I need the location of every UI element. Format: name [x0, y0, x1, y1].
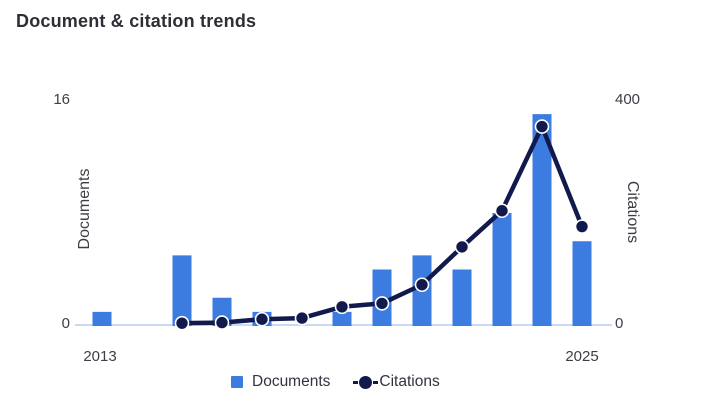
chart-title: Document & citation trends — [16, 11, 257, 31]
left-axis-max-tick: 16 — [53, 91, 70, 108]
right-axis-max-tick: 400 — [615, 91, 641, 108]
documents-bar-2013[interactable] — [92, 311, 112, 326]
documents-bar-2023[interactable] — [492, 213, 512, 326]
documents-bar-2024[interactable] — [532, 114, 552, 326]
legend-item-documents[interactable]: Documents — [231, 373, 330, 391]
citations-point-2015[interactable] — [174, 315, 190, 331]
citations-point-2024[interactable] — [534, 119, 550, 134]
documents-bar-2025[interactable] — [572, 241, 592, 326]
citations-point-2018[interactable] — [294, 310, 310, 326]
citations-point-2021[interactable] — [414, 277, 430, 293]
legend-citations-label: Citations — [379, 373, 440, 390]
right-axis-min-tick: 0 — [615, 315, 624, 332]
left-axis-min-tick: 0 — [61, 315, 70, 332]
citations-point-2016[interactable] — [214, 315, 230, 330]
x-axis-label-first: 2013 — [83, 348, 117, 365]
citations-point-2020[interactable] — [374, 296, 390, 311]
chart-legend: Documents Citations — [231, 371, 440, 393]
documents-swatch-icon — [231, 376, 243, 388]
legend-documents-label: Documents — [252, 373, 331, 390]
citations-point-2017[interactable] — [254, 311, 270, 327]
citations-point-2025[interactable] — [574, 219, 590, 234]
legend-item-citations[interactable]: Citations — [353, 373, 440, 391]
citations-point-2022[interactable] — [454, 239, 470, 255]
documents-bar-2015[interactable] — [172, 255, 192, 326]
documents-bar-2019[interactable] — [332, 311, 352, 326]
x-axis-label-last: 2025 — [565, 348, 599, 365]
citations-point-2023[interactable] — [494, 203, 510, 219]
citations-marker-icon — [353, 375, 379, 389]
citations-point-2019[interactable] — [334, 299, 350, 315]
documents-bar-2022[interactable] — [452, 269, 472, 327]
